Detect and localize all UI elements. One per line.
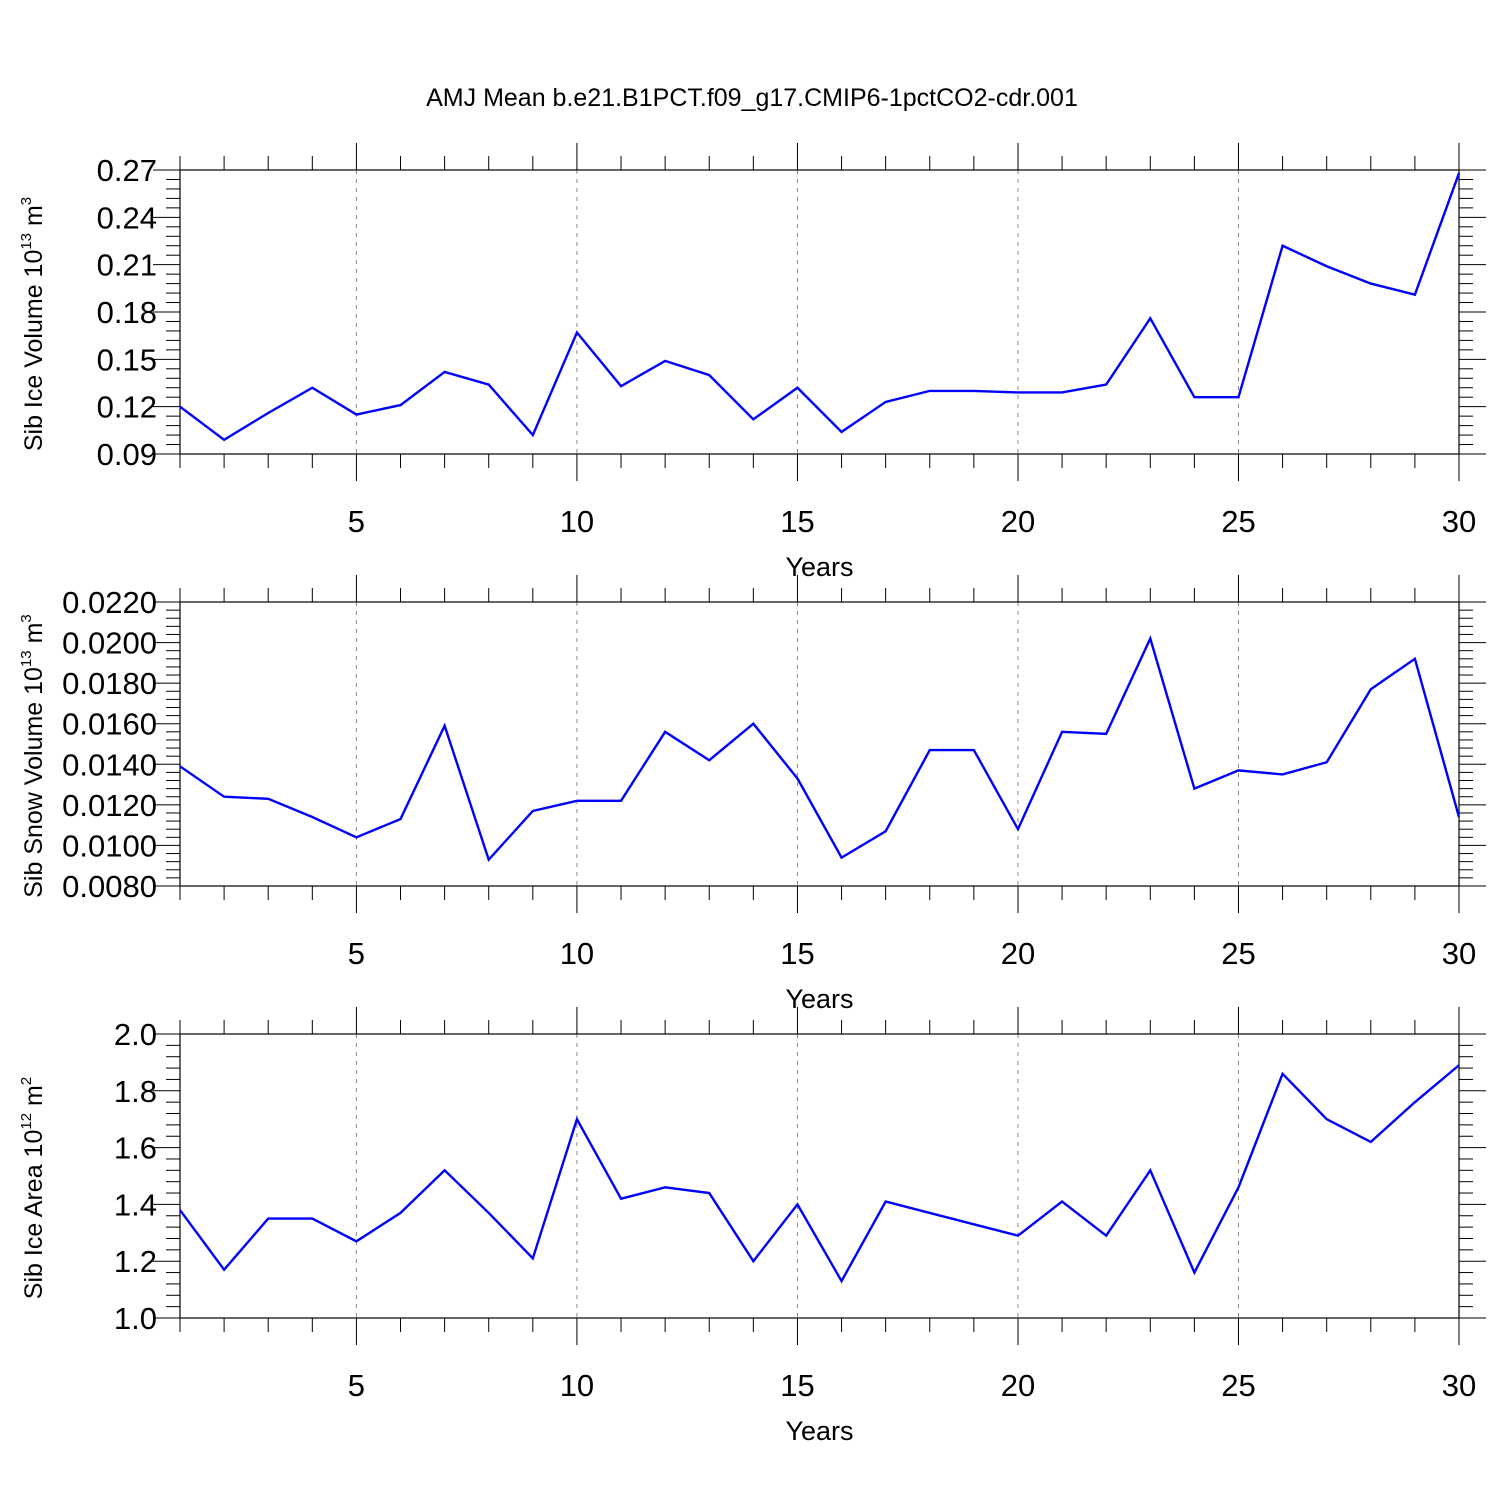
y-axis-label-text: Sib Ice Volume 10	[20, 250, 48, 452]
y-tick-label: 0.21	[97, 248, 157, 283]
y-tick-label: 0.12	[97, 390, 157, 425]
y-axis-label: Sib Ice Area 1012 m2	[18, 1077, 48, 1299]
y-tick-label: 1.2	[114, 1244, 157, 1279]
x-tick-label: 5	[348, 1368, 365, 1403]
y-tick-label: 1.0	[114, 1301, 157, 1336]
x-tick-label: 5	[348, 936, 365, 971]
y-tick-label: 0.0120	[62, 788, 157, 823]
plot-frame	[180, 1034, 1459, 1318]
y-tick-label: 0.0080	[62, 869, 157, 904]
chart-title: AMJ Mean b.e21.B1PCT.f09_g17.CMIP6-1pctC…	[426, 84, 1078, 112]
x-axis-label: Years	[785, 552, 853, 582]
series-line	[180, 173, 1459, 440]
y-axis-label-text: m	[20, 623, 48, 651]
y-axis-label-superscript: 3	[18, 197, 35, 205]
y-axis-label-text: m	[20, 1085, 48, 1113]
panel-3: 5 10 15 20 25 30 1.0 1.2 1.4 1.6 1.8 2.0 Years Sib Ic…	[18, 1007, 1486, 1446]
y-tick-label: 0.18	[97, 295, 157, 330]
x-tick-label: 25	[1221, 504, 1255, 539]
plot-frame	[180, 602, 1459, 886]
x-tick-label: 30	[1442, 936, 1476, 971]
y-axis-label-superscript: 3	[18, 614, 35, 622]
y-axis-label-text: Sib Ice Area 10	[20, 1130, 48, 1300]
panel-1: 5 10 15 20 25 30 0.09 0.12 0.15 0.18 0.21 0.24 0.27 Y…	[18, 143, 1486, 582]
x-tick-label: 10	[560, 1368, 594, 1403]
y-tick-label: 1.8	[114, 1074, 157, 1109]
y-tick-label: 0.0200	[62, 626, 157, 661]
x-tick-label: 15	[780, 936, 814, 971]
x-axis-label: Years	[785, 1416, 853, 1446]
y-axis-label-text: Sib Snow Volume 10	[20, 667, 48, 898]
y-tick-label: 1.4	[114, 1187, 157, 1222]
series-line	[180, 1065, 1459, 1281]
series-line	[180, 639, 1459, 860]
y-axis-label-superscript: 13	[18, 233, 35, 250]
panel-2: 5 10 15 20 25 30 0.0080 0.0100 0.0120 0.0140 0.016…	[18, 575, 1486, 1014]
y-axis-label: Sib Snow Volume 1013 m3	[18, 614, 48, 898]
y-tick-label: 0.15	[97, 342, 157, 377]
x-tick-label: 10	[560, 504, 594, 539]
y-tick-label: 0.27	[97, 153, 157, 188]
y-tick-label: 1.6	[114, 1131, 157, 1166]
y-tick-label: 2.0	[114, 1017, 157, 1052]
x-tick-label: 25	[1221, 1368, 1255, 1403]
y-tick-label: 0.0180	[62, 666, 157, 701]
y-tick-label: 0.0100	[62, 828, 157, 863]
x-tick-label: 25	[1221, 936, 1255, 971]
x-tick-label: 15	[780, 504, 814, 539]
x-tick-label: 15	[780, 1368, 814, 1403]
x-tick-label: 20	[1001, 936, 1035, 971]
y-tick-label: 0.0160	[62, 707, 157, 742]
y-axis-label-text: m	[20, 205, 48, 233]
x-tick-label: 30	[1442, 504, 1476, 539]
y-tick-label: 0.0140	[62, 747, 157, 782]
x-axis-label: Years	[785, 984, 853, 1014]
y-axis-label-superscript: 13	[18, 650, 35, 667]
y-axis-label-superscript: 12	[18, 1113, 35, 1130]
y-axis-label-superscript: 2	[18, 1077, 35, 1085]
x-tick-label: 30	[1442, 1368, 1476, 1403]
x-tick-label: 20	[1001, 1368, 1035, 1403]
y-axis-label: Sib Ice Volume 1013 m3	[18, 197, 48, 451]
x-tick-label: 5	[348, 504, 365, 539]
y-tick-label: 0.24	[97, 200, 157, 235]
y-tick-label: 0.0220	[62, 585, 157, 620]
x-tick-label: 10	[560, 936, 594, 971]
y-tick-label: 0.09	[97, 437, 157, 472]
x-tick-label: 20	[1001, 504, 1035, 539]
